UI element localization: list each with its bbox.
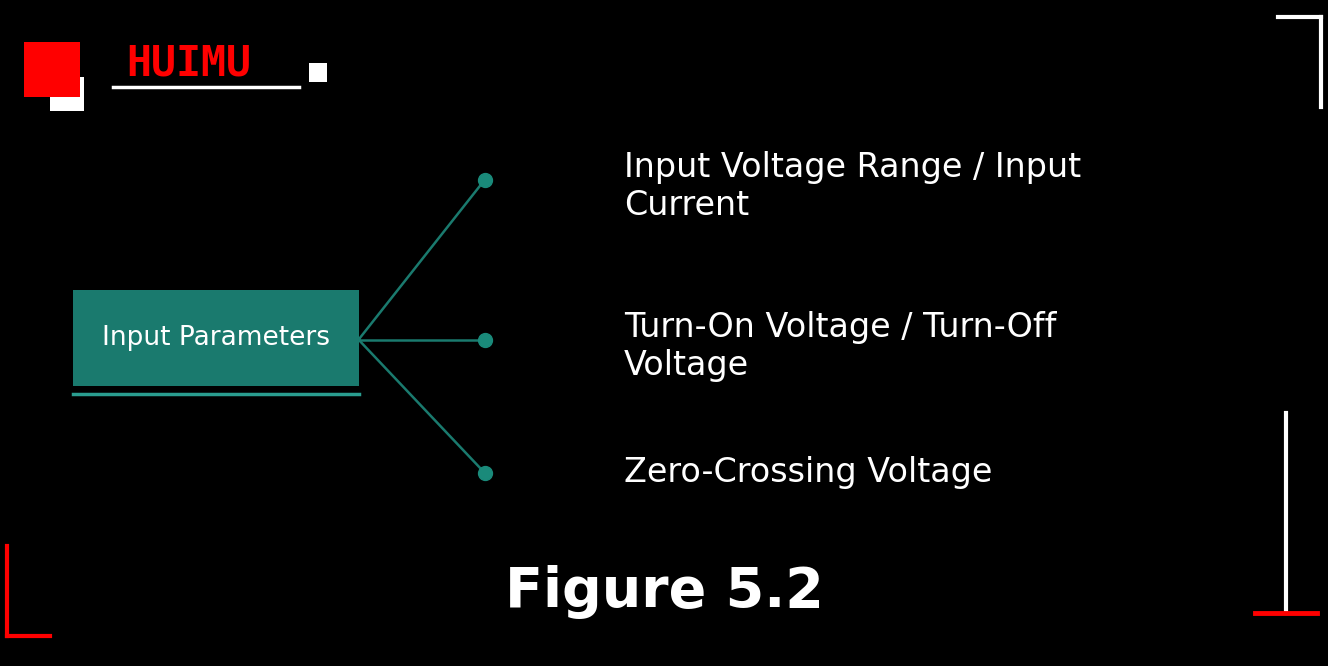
- Text: Input Voltage Range / Input
Current: Input Voltage Range / Input Current: [624, 151, 1081, 222]
- Point: [474, 174, 495, 185]
- FancyBboxPatch shape: [73, 290, 359, 386]
- Text: Figure 5.2: Figure 5.2: [505, 565, 823, 619]
- Text: Input Parameters: Input Parameters: [102, 325, 329, 351]
- Text: Turn-On Voltage / Turn-Off
Voltage: Turn-On Voltage / Turn-Off Voltage: [624, 311, 1057, 382]
- Text: HUIMU: HUIMU: [126, 42, 251, 85]
- Text: Zero-Crossing Voltage: Zero-Crossing Voltage: [624, 456, 992, 490]
- Point: [474, 334, 495, 345]
- Point: [474, 468, 495, 478]
- FancyBboxPatch shape: [50, 77, 84, 111]
- FancyBboxPatch shape: [24, 42, 80, 97]
- FancyBboxPatch shape: [309, 63, 327, 82]
